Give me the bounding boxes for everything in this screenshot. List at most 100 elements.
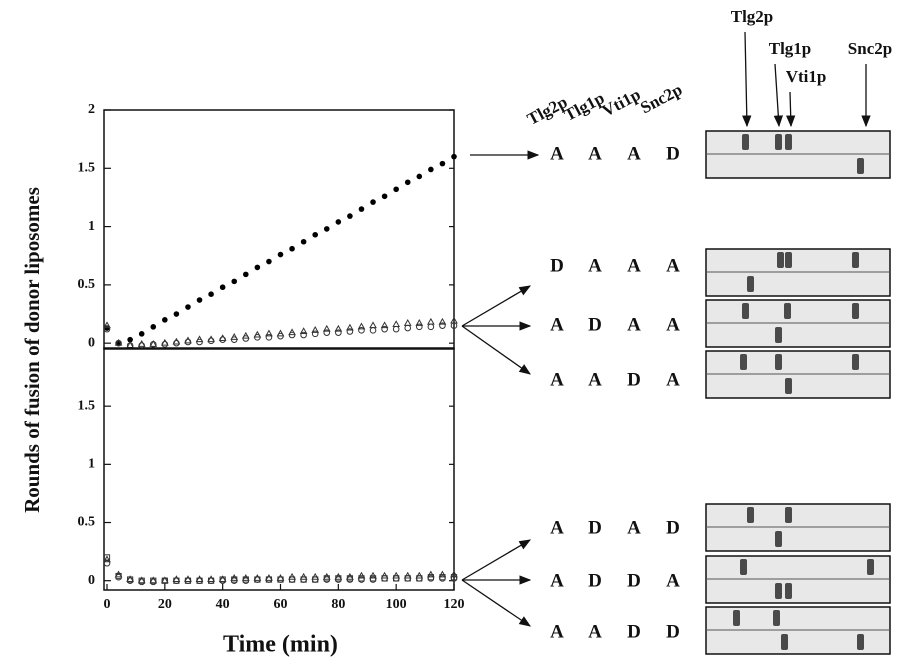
point — [393, 186, 399, 192]
point — [370, 199, 376, 205]
genotype-letter: A — [550, 621, 564, 642]
band-label: Tlg1p — [769, 39, 812, 58]
x-tick-label: 60 — [274, 597, 288, 612]
point — [150, 324, 156, 330]
point — [393, 326, 399, 332]
band — [867, 559, 874, 575]
y-tick-label: 0 — [88, 573, 95, 588]
band — [785, 507, 792, 523]
genotype-letter: A — [666, 255, 680, 276]
x-axis-label: Time (min) — [223, 632, 338, 658]
column-header: Vti1p — [599, 85, 644, 121]
point — [405, 179, 411, 185]
y-tick-label: 1.5 — [78, 398, 96, 413]
genotype-letter: A — [588, 255, 602, 276]
band-label: Tlg2p — [731, 7, 774, 26]
genotype-letter: A — [666, 369, 680, 390]
band — [747, 276, 754, 292]
point — [162, 317, 168, 323]
point — [370, 322, 376, 327]
band — [775, 531, 782, 547]
genotype-letter: A — [550, 517, 564, 538]
point — [428, 319, 434, 324]
y-tick-label: 0.5 — [78, 277, 96, 292]
point — [382, 193, 388, 199]
genotype-letter: D — [550, 255, 564, 276]
band — [777, 252, 784, 268]
band — [852, 354, 859, 370]
band — [740, 354, 747, 370]
genotype-letter: A — [550, 314, 564, 335]
point — [359, 206, 365, 212]
y-tick-label: 1 — [88, 457, 95, 472]
x-tick-label: 100 — [386, 597, 407, 612]
band — [785, 252, 792, 268]
band — [785, 134, 792, 150]
genotype-letter: A — [666, 314, 680, 335]
band — [781, 634, 788, 650]
band — [775, 327, 782, 343]
genotype-letter: D — [627, 621, 641, 642]
band-label: Snc2p — [848, 39, 892, 58]
y-tick-label: 1 — [88, 219, 95, 234]
point — [405, 320, 411, 325]
band — [742, 303, 749, 319]
y-axis-label: Rounds of fusion of donor liposomes — [20, 187, 44, 513]
genotype-letter: D — [666, 143, 680, 164]
x-tick-label: 80 — [331, 597, 345, 612]
point — [220, 284, 226, 290]
point — [440, 161, 446, 167]
point — [312, 232, 318, 238]
y-tick-label: 0.5 — [78, 515, 96, 530]
genotype-letter: A — [627, 517, 641, 538]
point — [289, 246, 295, 252]
plot-frame — [104, 110, 454, 349]
x-tick-label: 0 — [104, 597, 111, 612]
genotype-letter: D — [666, 621, 680, 642]
band — [785, 583, 792, 599]
genotype-letter: D — [666, 517, 680, 538]
band-label: Vti1p — [786, 67, 827, 86]
genotype-letter: A — [550, 143, 564, 164]
genotype-letter: A — [627, 143, 641, 164]
genotype-letter: A — [627, 314, 641, 335]
point — [255, 265, 261, 271]
genotype-letter: A — [588, 369, 602, 390]
y-tick-label: 0 — [88, 335, 95, 350]
point — [231, 279, 237, 285]
point — [370, 328, 376, 334]
point — [266, 259, 272, 265]
column-header: Snc2p — [637, 80, 685, 118]
genotype-letter: A — [627, 255, 641, 276]
band — [784, 303, 791, 319]
band — [775, 583, 782, 599]
y-tick-label: 2 — [88, 102, 95, 117]
genotype-letter: D — [588, 570, 602, 591]
point — [301, 239, 307, 245]
point — [243, 272, 249, 278]
figure: 0 0.5 1 1.5 2 Rounds of fusion of donor lipos… — [0, 0, 919, 664]
band — [775, 354, 782, 370]
y-tick-label: 1.5 — [78, 161, 96, 176]
band — [773, 610, 780, 626]
point — [393, 321, 399, 326]
blot-images — [706, 131, 890, 654]
point — [347, 213, 353, 219]
point — [451, 154, 457, 160]
band — [742, 134, 749, 150]
genotype-letter: A — [550, 369, 564, 390]
point — [208, 291, 214, 297]
genotype-letter: D — [588, 314, 602, 335]
band — [733, 610, 740, 626]
genotype-letter: D — [627, 570, 641, 591]
band — [857, 634, 864, 650]
point — [174, 311, 180, 317]
genotype-letter: D — [588, 517, 602, 538]
point — [336, 219, 342, 225]
x-tick-label: 120 — [444, 597, 465, 612]
point — [405, 325, 411, 331]
x-tick-label: 40 — [216, 597, 230, 612]
band — [747, 507, 754, 523]
genotype-letter: A — [588, 143, 602, 164]
point — [417, 174, 423, 180]
